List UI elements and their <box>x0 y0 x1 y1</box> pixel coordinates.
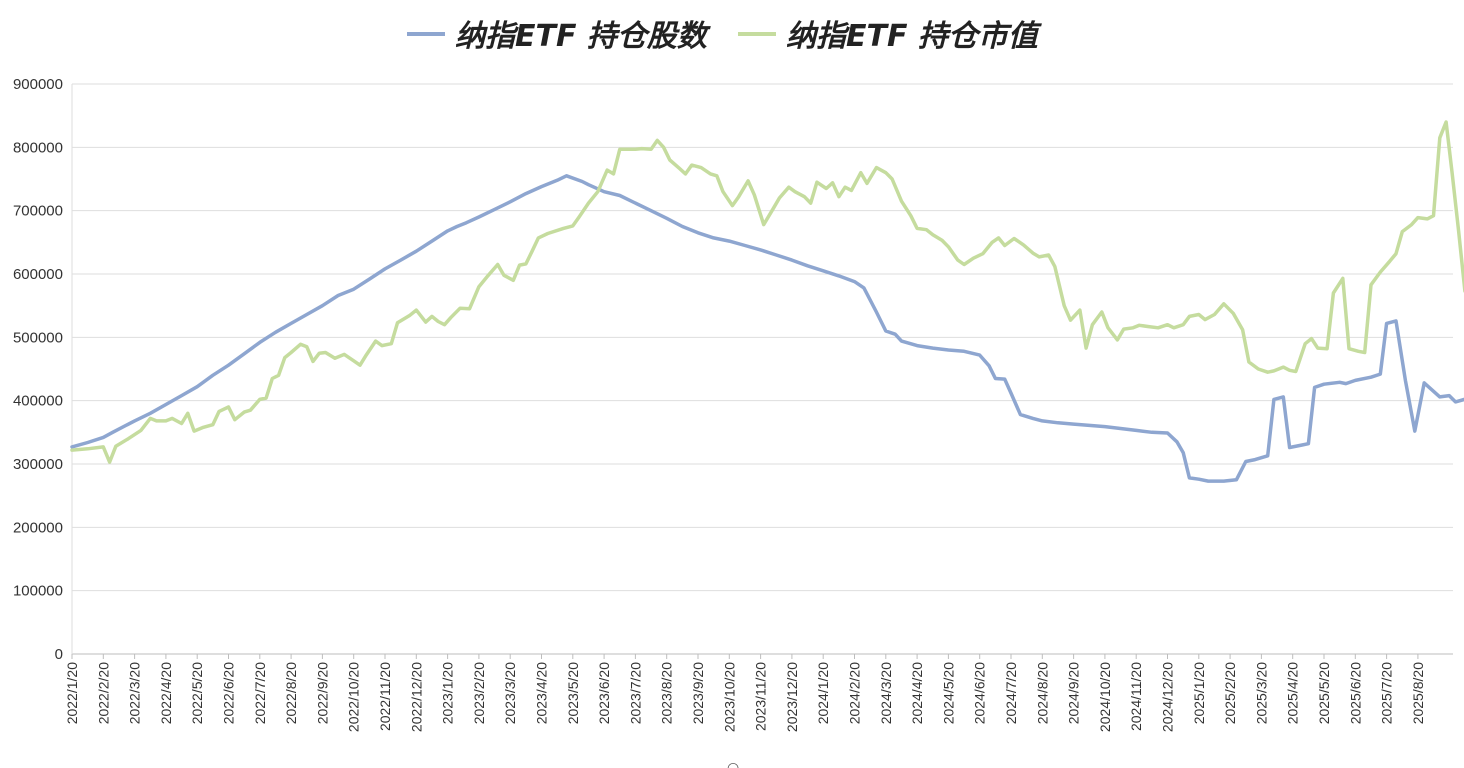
x-tick-label: 2025/7/20 <box>1379 662 1395 724</box>
x-tick-label: 2023/6/20 <box>596 662 612 724</box>
series-line-market-value <box>70 120 1464 464</box>
x-tick-label: 2024/11/20 <box>1128 662 1144 731</box>
x-tick-label: 2022/11/20 <box>377 662 393 731</box>
x-tick-label: 2025/8/20 <box>1410 662 1426 724</box>
y-tick-label: 100000 <box>13 583 63 600</box>
x-tick-label: 2023/9/20 <box>690 662 706 724</box>
x-tick-label: 2023/1/20 <box>440 662 456 724</box>
y-tick-label: 0 <box>55 646 63 663</box>
x-tick-label: 2024/4/20 <box>909 662 925 724</box>
x-tick-label: 2025/2/20 <box>1222 662 1238 724</box>
x-tick-label: 2025/5/20 <box>1316 662 1332 724</box>
y-tick-label: 700000 <box>13 203 63 220</box>
x-tick-label: 2022/10/20 <box>346 662 362 732</box>
x-tick-label: 2024/12/20 <box>1160 662 1176 732</box>
x-tick-label: 2022/4/20 <box>158 662 174 724</box>
y-tick-label: 600000 <box>13 266 63 283</box>
x-tick-label: 2025/3/20 <box>1253 662 1269 724</box>
x-tick-label: 2022/5/20 <box>189 662 205 724</box>
x-tick-label: 2023/12/20 <box>784 662 800 732</box>
x-tick-label: 2023/10/20 <box>721 662 737 732</box>
x-tick-label: 2022/3/20 <box>127 662 143 724</box>
x-tick-label: 2023/5/20 <box>565 662 581 724</box>
x-tick-label: 2023/4/20 <box>534 662 550 724</box>
x-tick-label: 2022/8/20 <box>283 662 299 724</box>
y-tick-label: 200000 <box>13 519 63 536</box>
x-tick-label: 2024/3/20 <box>878 662 894 724</box>
x-axis: 2022/1/20 2022/2/20 2022/3/20 2022/4/20 2022… <box>64 654 1426 732</box>
y-axis: 900000 800000 700000 600000 500000 400000 3000… <box>13 76 63 663</box>
x-tick-label: 2023/7/20 <box>627 662 643 724</box>
legend: 纳指ETF 持仓股数 纳指ETF 持仓市值 <box>407 19 1043 54</box>
x-tick-label: 2025/6/20 <box>1347 662 1363 724</box>
y-tick-label: 900000 <box>13 76 63 93</box>
y-tick-label: 300000 <box>13 456 63 473</box>
x-tick-label: 2024/7/20 <box>1003 662 1019 724</box>
x-tick-label: 2024/8/20 <box>1034 662 1050 724</box>
x-tick-label: 2024/6/20 <box>972 662 988 724</box>
legend-label-market-value: 纳指ETF 持仓市值 <box>786 19 1043 54</box>
x-tick-label: 2025/1/20 <box>1191 662 1207 724</box>
x-tick-label: 2024/5/20 <box>940 662 956 724</box>
x-tick-label: 2023/3/20 <box>502 662 518 724</box>
x-tick-label: 2023/11/20 <box>753 662 769 731</box>
series-line-shares <box>70 174 1464 483</box>
x-tick-label: 2024/1/20 <box>815 662 831 724</box>
x-tick-label: 2022/9/20 <box>314 662 330 724</box>
x-tick-label: 2024/10/20 <box>1097 662 1113 732</box>
x-tick-label: 2024/2/20 <box>847 662 863 724</box>
x-tick-label: 2024/9/20 <box>1066 662 1082 724</box>
y-tick-label: 400000 <box>13 393 63 410</box>
x-tick-label: 2022/2/20 <box>95 662 111 724</box>
x-tick-label: 2022/6/20 <box>221 662 237 724</box>
x-tick-label: 2022/7/20 <box>252 662 268 724</box>
legend-label-shares: 纳指ETF 持仓股数 <box>455 19 711 54</box>
series-lines <box>70 120 1464 483</box>
x-tick-label: 2025/4/20 <box>1285 662 1301 724</box>
x-tick-label: 2023/8/20 <box>659 662 675 724</box>
y-tick-label: 500000 <box>13 329 63 346</box>
x-tick-label: 2023/2/20 <box>471 662 487 724</box>
footer-glyph: ○ <box>727 760 739 768</box>
x-tick-label: 2022/1/20 <box>64 662 80 724</box>
x-tick-label: 2022/12/20 <box>408 662 424 732</box>
y-tick-label: 800000 <box>13 139 63 156</box>
gridlines <box>71 83 1453 655</box>
